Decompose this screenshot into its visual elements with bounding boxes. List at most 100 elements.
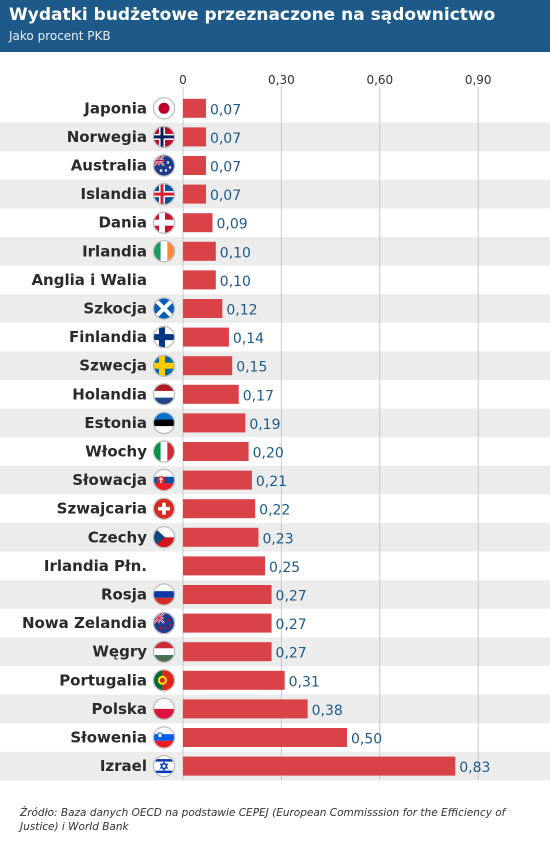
chart-row: Finlandia 0,14 <box>69 325 264 349</box>
value-label: 0,17 <box>243 388 274 404</box>
bar <box>183 327 229 347</box>
value-label: 0,22 <box>259 503 290 519</box>
value-label: 0,23 <box>262 531 293 547</box>
category-label: Finlandia <box>69 328 147 346</box>
australia-flag-icon <box>152 154 176 177</box>
x-tick-label: 0,90 <box>465 73 492 87</box>
chart-subtitle: Jako procent PKB <box>9 29 111 43</box>
value-label: 0,27 <box>276 589 307 605</box>
chart-row: Szwajcaria 0,22 <box>57 497 290 520</box>
bar <box>183 213 213 233</box>
bar <box>183 442 249 461</box>
slovakia-flag-icon <box>152 468 176 492</box>
chart-title: Wydatki budżetowe przeznaczone na sądown… <box>9 5 496 25</box>
value-label: 0,50 <box>351 732 382 748</box>
chart-row: Holandia 0,17 <box>72 383 274 406</box>
value-label: 0,07 <box>210 160 241 176</box>
bar <box>183 156 206 175</box>
chart-row: Norwegia 0,07 <box>67 125 241 149</box>
poland-flag-icon <box>152 697 176 721</box>
category-label: Nowa Zelandia <box>22 614 147 632</box>
netherlands-flag-icon <box>152 383 176 406</box>
chart-row: Portugalia 0,31 <box>59 669 320 692</box>
value-label: 0,83 <box>459 760 490 776</box>
ireland-flag-icon <box>152 240 176 263</box>
bar <box>183 270 216 290</box>
category-label: Anglia i Walia <box>31 271 147 289</box>
x-tick-label: 0 <box>179 73 187 87</box>
category-label: Japonia <box>83 99 147 117</box>
category-label: Słowacja <box>72 471 147 489</box>
russia-flag-icon <box>152 583 176 606</box>
chart-row: Słowenia 0,50 <box>70 726 382 749</box>
category-label: Islandia <box>81 185 147 203</box>
category-label: Irlandia Płn. <box>44 557 147 575</box>
hungary-flag-icon <box>152 640 176 663</box>
chart-row: Szwecja 0,15 <box>79 354 267 377</box>
value-label: 0,09 <box>217 217 248 233</box>
value-label: 0,27 <box>276 617 307 633</box>
chart-row: Japonia 0,07 <box>83 97 241 120</box>
category-label: Norwegia <box>67 128 147 146</box>
chart-row: Estonia 0,19 <box>84 411 280 435</box>
value-label: 0,10 <box>220 274 251 290</box>
category-label: Szkocja <box>83 300 147 318</box>
bar <box>183 527 259 547</box>
value-label: 0,38 <box>312 703 343 719</box>
norway-flag-icon <box>152 125 176 149</box>
chart-row: Polska 0,38 <box>92 697 343 721</box>
chart-row: Anglia i Walia 0,10 <box>31 270 251 290</box>
row-stripe <box>0 637 550 666</box>
bar <box>183 499 256 519</box>
chart-row: Szkocja 0,12 <box>83 297 258 320</box>
iceland-flag-icon <box>152 182 176 206</box>
bar <box>183 556 265 576</box>
scotland-flag-icon <box>152 297 176 320</box>
chart-row: Dania 0,09 <box>98 211 248 234</box>
category-label: Portugalia <box>59 671 147 689</box>
portugal-flag-icon <box>152 669 176 692</box>
bar <box>183 299 223 318</box>
category-label: Czechy <box>88 528 147 546</box>
bar <box>183 184 206 204</box>
category-label: Szwajcaria <box>57 500 147 518</box>
value-label: 0,20 <box>253 446 284 462</box>
bar <box>183 756 456 776</box>
value-label: 0,21 <box>256 474 287 490</box>
finland-flag-icon <box>152 325 176 349</box>
row-stripes <box>0 122 550 781</box>
bar <box>183 127 206 147</box>
value-label: 0,07 <box>210 188 241 204</box>
row-stripe <box>0 523 550 552</box>
value-label: 0,25 <box>269 560 300 576</box>
value-label: 0,14 <box>233 331 264 347</box>
chart-row: Rosja 0,27 <box>101 583 307 606</box>
chart-row: Słowacja 0,21 <box>72 468 287 492</box>
bar <box>183 98 206 118</box>
bar <box>183 470 252 490</box>
category-label: Dania <box>98 214 147 232</box>
source-note: Źródło: Baza danych OECD na podstawie CE… <box>20 807 506 833</box>
category-label: Polska <box>92 700 147 718</box>
new-zealand-flag-icon <box>152 611 176 635</box>
row-stripe <box>0 580 550 609</box>
chart-row: Nowa Zelandia 0,27 <box>22 611 307 635</box>
japan-flag-icon <box>152 97 176 120</box>
value-label: 0,07 <box>210 131 241 147</box>
x-tick-label: 0,60 <box>366 73 393 87</box>
slovenia-flag-icon <box>152 726 176 749</box>
estonia-flag-icon <box>152 411 176 435</box>
value-label: 0,31 <box>289 674 320 690</box>
row-stripe <box>0 465 550 495</box>
category-label: Irlandia <box>82 242 147 260</box>
italy-flag-icon <box>152 440 176 463</box>
row-stripe <box>0 351 550 380</box>
chart-row: Irlandia 0,10 <box>82 240 251 263</box>
chart-row: Irlandia Płn. 0,25 <box>44 556 300 576</box>
bar <box>183 413 246 433</box>
value-label: 0,10 <box>220 245 251 261</box>
bar <box>183 384 239 404</box>
bar <box>183 728 347 747</box>
category-label: Holandia <box>72 385 147 403</box>
category-label: Włochy <box>85 443 147 461</box>
